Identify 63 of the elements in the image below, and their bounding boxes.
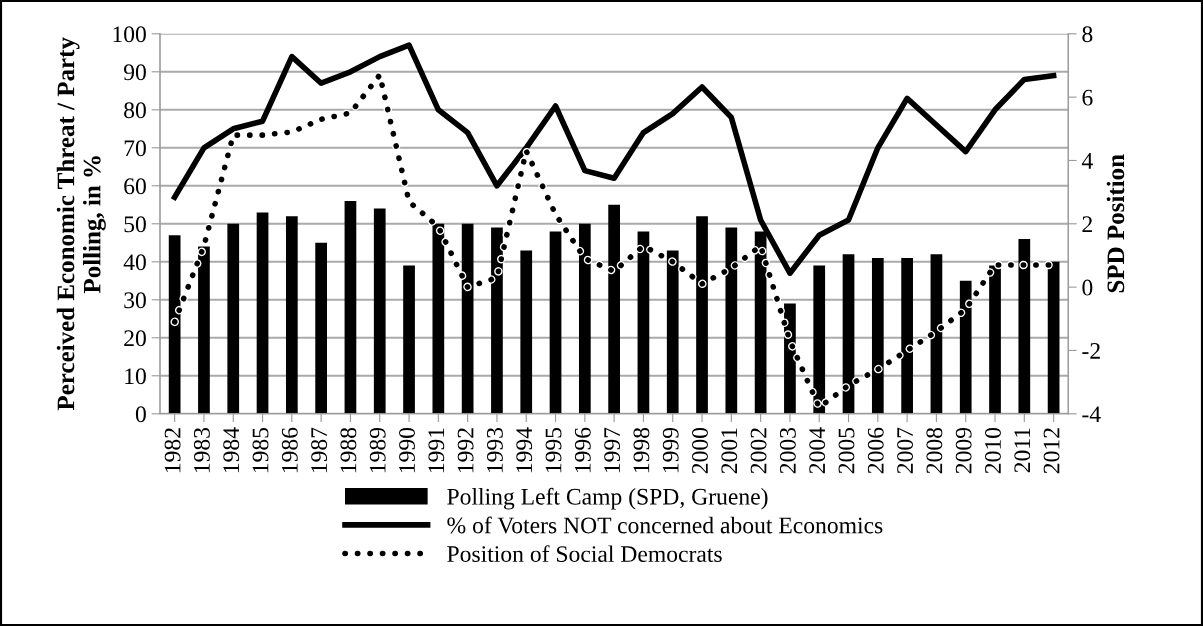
x-tick-label: 1988 bbox=[340, 427, 357, 473]
x-tick-label: 1986 bbox=[281, 427, 298, 473]
x-tick-label: 2012 bbox=[1043, 428, 1060, 474]
x-tick-label: 2004 bbox=[809, 427, 826, 474]
y2-tick-label: 0 bbox=[1082, 279, 1093, 296]
y2-tick-label: 6 bbox=[1082, 89, 1093, 106]
x-tick-label: 2000 bbox=[692, 427, 708, 474]
x-tick-label: 1985 bbox=[252, 427, 269, 473]
x-tick-label: 1997 bbox=[604, 427, 621, 473]
y-tick-label: 40 bbox=[123, 254, 146, 271]
y-tick-label: 10 bbox=[125, 368, 146, 385]
y-tick-label: 70 bbox=[124, 140, 146, 157]
y-tick-label: 90 bbox=[123, 64, 146, 81]
y-tick-label: 0 bbox=[135, 406, 146, 423]
x-tick-label: 2001 bbox=[721, 428, 738, 474]
x-tick-label: 2009 bbox=[955, 427, 972, 474]
x-tick-label: 1992 bbox=[457, 428, 474, 473]
legend-label: Position of Social Democrats bbox=[447, 545, 722, 563]
x-tick-label: 1983 bbox=[193, 427, 210, 473]
y-tick-label: 60 bbox=[124, 178, 146, 195]
x-tick-label: 1996 bbox=[574, 427, 591, 473]
y-axis-title: Perceived Economic Threat / Party Polling, in % bbox=[56, 37, 106, 411]
y-tick-label: 100 bbox=[113, 26, 146, 43]
bar bbox=[285, 216, 298, 414]
x-tick-label: 2011 bbox=[1014, 428, 1031, 473]
y2-tick-label: 8 bbox=[1082, 26, 1093, 43]
y-tick-label: 20 bbox=[124, 330, 146, 347]
y-tick-label: 30 bbox=[124, 292, 146, 309]
y2-axis-title: SPD Position bbox=[1106, 154, 1125, 293]
x-tick-label: 2005 bbox=[838, 427, 855, 474]
y2-tick-label: -2 bbox=[1082, 343, 1100, 359]
x-tick-label: 1984 bbox=[223, 427, 240, 473]
y-tick-label: 50 bbox=[124, 216, 146, 233]
y2-tick-label: -4 bbox=[1082, 406, 1101, 422]
x-tick-label: 1994 bbox=[516, 427, 533, 473]
x-tick-label: 2002 bbox=[750, 428, 767, 474]
y2-tick-label: 2 bbox=[1082, 216, 1092, 232]
bar bbox=[344, 201, 357, 414]
y2-tick-label: 4 bbox=[1081, 153, 1093, 169]
bar bbox=[373, 208, 386, 414]
x-tick-label: 2003 bbox=[779, 427, 796, 474]
x-tick-label: 1990 bbox=[399, 427, 415, 473]
x-tick-label: 2010 bbox=[984, 427, 1001, 474]
legend-label: % of Voters NOT concerned about Economics bbox=[447, 516, 883, 534]
x-tick-label: 1999 bbox=[662, 427, 679, 473]
x-tick-label: 1995 bbox=[545, 427, 562, 473]
x-tick-label: 1982 bbox=[164, 428, 181, 473]
bar bbox=[227, 223, 240, 414]
bar bbox=[549, 231, 562, 414]
x-tick-label: 1993 bbox=[486, 427, 503, 473]
x-tick-label: 2007 bbox=[897, 427, 914, 474]
x-tick-label: 1998 bbox=[633, 427, 650, 473]
legend-label: Polling Left Camp (SPD, Gruene) bbox=[447, 487, 768, 510]
x-tick-label: 2008 bbox=[926, 427, 943, 474]
bar bbox=[403, 265, 415, 414]
bar bbox=[256, 212, 269, 414]
x-tick-label: 1987 bbox=[311, 427, 328, 473]
bar bbox=[520, 250, 533, 414]
x-tick-label: 1989 bbox=[369, 427, 386, 473]
x-tick-label: 2006 bbox=[867, 427, 884, 474]
bar bbox=[315, 242, 327, 414]
x-tick-label: 1991 bbox=[428, 428, 445, 473]
y-tick-label: 80 bbox=[124, 102, 146, 119]
